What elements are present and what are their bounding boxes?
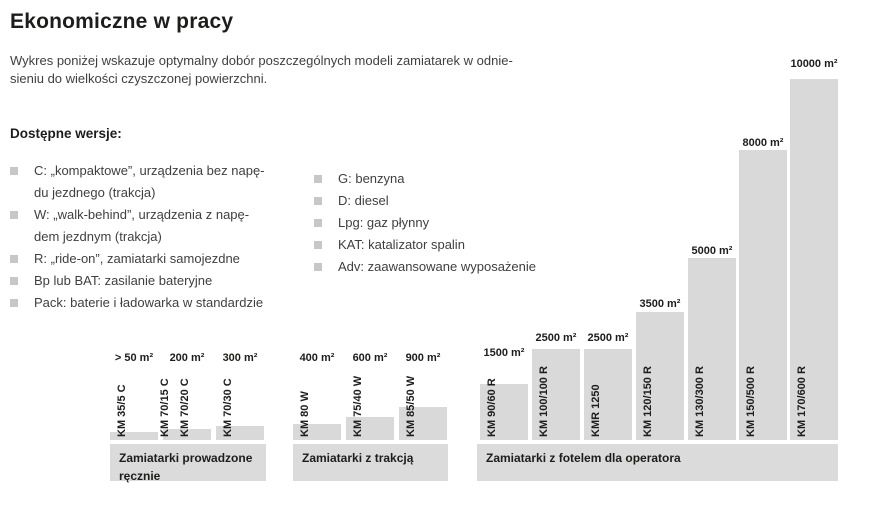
- chart-bar: [163, 429, 211, 440]
- bar-model-label: KM 70/15 C: [159, 378, 171, 437]
- bullet-square-icon: [10, 277, 18, 285]
- legend-item-text: D: diesel: [338, 193, 389, 208]
- legend-item-text: Bp lub BAT: zasilanie bateryjne: [34, 273, 213, 288]
- chart-bar: [688, 258, 736, 440]
- chart-bar: [110, 432, 158, 440]
- chart-bar: [739, 150, 787, 440]
- legend-item: Adv: zaawansowane wyposażenie: [314, 256, 604, 278]
- bar-area-label: 600 m²: [352, 352, 388, 364]
- bar-area-label: 5000 m²: [691, 245, 733, 257]
- bullet-square-icon: [314, 263, 322, 271]
- chart-bar: [584, 349, 632, 440]
- bar-area-label: 3500 m²: [639, 298, 681, 310]
- page-title: Ekonomiczne w pracy: [10, 10, 234, 33]
- legend-item-text: Pack: baterie i ładowarka w standardzie: [34, 295, 264, 310]
- bar-area-label: 8000 m²: [742, 137, 784, 149]
- bar-area-label: 300 m²: [222, 352, 258, 364]
- bullet-square-icon: [314, 175, 322, 183]
- legend-item: D: diesel: [314, 190, 604, 212]
- legend-item-text: R: „ride-on”, zamiatarki samojezdne: [34, 251, 240, 266]
- bar-model-label: KM 90/60 R: [486, 378, 498, 437]
- versions-list-left: C: „kompaktowe”, urządzenia bez napę- du…: [10, 160, 310, 314]
- bar-area-label: 10000 m²: [790, 58, 838, 70]
- legend-item: Lpg: gaz płynny: [314, 212, 604, 234]
- bar-model-label: KM 170/600 R: [796, 366, 808, 437]
- chart-bar: [293, 424, 341, 440]
- chart-group-label-text: Zamiatarki prowadzone ręcznie: [119, 451, 253, 483]
- legend-item-text: W: „walk-behind”, urządzenia z napę- dem…: [34, 207, 250, 244]
- chart-group-label: Zamiatarki z fotelem dla operatora: [477, 444, 838, 481]
- bar-model-label: KM 100/100 R: [538, 366, 550, 437]
- chart-bar: [480, 384, 528, 440]
- legend-item: Pack: baterie i ładowarka w standardzie: [10, 292, 310, 314]
- bar-model-label: KM 85/50 W: [405, 375, 417, 437]
- bullet-square-icon: [314, 219, 322, 227]
- intro-text: Wykres poniżej wskazuje optymalny dobór …: [10, 53, 513, 86]
- bar-model-label: KMR 1250: [590, 384, 602, 437]
- bar-area-label: 900 m²: [405, 352, 441, 364]
- bullet-square-icon: [314, 197, 322, 205]
- bar-area-label: > 50 m²: [114, 352, 154, 364]
- bullet-square-icon: [314, 241, 322, 249]
- legend-item: R: „ride-on”, zamiatarki samojezdne: [10, 248, 310, 270]
- legend-item-text: Adv: zaawansowane wyposażenie: [338, 259, 537, 274]
- bar-model-label: KM 130/300 R: [694, 366, 706, 437]
- chart-bar: [346, 417, 394, 440]
- versions-heading: Dostępne wersje:: [10, 126, 122, 141]
- legend-item: Bp lub BAT: zasilanie bateryjne: [10, 270, 310, 292]
- bar-model-label: KM 120/150 R: [642, 366, 654, 437]
- bullet-square-icon: [10, 167, 18, 175]
- bar-area-label: 1500 m²: [483, 347, 525, 359]
- chart-group-label: Zamiatarki z trakcją: [293, 444, 448, 481]
- bullet-square-icon: [10, 211, 18, 219]
- chart-bar: [532, 349, 580, 440]
- bar-area-label: 2500 m²: [587, 332, 629, 344]
- legend-item-text: Lpg: gaz płynny: [338, 215, 430, 230]
- legend-item: W: „walk-behind”, urządzenia z napę- dem…: [10, 204, 310, 248]
- chart-bar: [790, 79, 838, 440]
- legend-item-text: G: benzyna: [338, 171, 405, 186]
- bar-area-label: 2500 m²: [535, 332, 577, 344]
- chart-bar: [636, 312, 684, 440]
- bar-model-label: KM 75/40 W: [352, 375, 364, 437]
- bar-model-label: KM 80 W: [299, 391, 311, 437]
- versions-list-right: G: benzyna D: diesel Lpg: gaz płynny KAT…: [314, 168, 604, 278]
- legend-item-text: KAT: katalizator spalin: [338, 237, 465, 252]
- bar-area-label: 400 m²: [299, 352, 335, 364]
- chart-bar: [216, 426, 264, 440]
- chart-group-label: Zamiatarki prowadzone ręcznie: [110, 444, 266, 483]
- bullet-square-icon: [10, 255, 18, 263]
- legend-item: C: „kompaktowe”, urządzenia bez napę- du…: [10, 160, 310, 204]
- chart-bar: [399, 407, 447, 440]
- bar-model-label: KM 70/30 C: [222, 378, 234, 437]
- bar-model-label: KM 35/5 C: [116, 384, 128, 437]
- bullet-square-icon: [10, 299, 18, 307]
- legend-item: KAT: katalizator spalin: [314, 234, 604, 256]
- chart-group-label-text: Zamiatarki z fotelem dla operatora: [486, 451, 681, 465]
- chart-group-label-text: Zamiatarki z trakcją: [302, 451, 414, 465]
- legend-item: G: benzyna: [314, 168, 604, 190]
- bar-model-label: KM 70/20 C: [179, 378, 191, 437]
- legend-item-text: C: „kompaktowe”, urządzenia bez napę- du…: [34, 163, 265, 200]
- bar-area-label: 200 m²: [169, 352, 205, 364]
- bar-model-label: KM 150/500 R: [745, 366, 757, 437]
